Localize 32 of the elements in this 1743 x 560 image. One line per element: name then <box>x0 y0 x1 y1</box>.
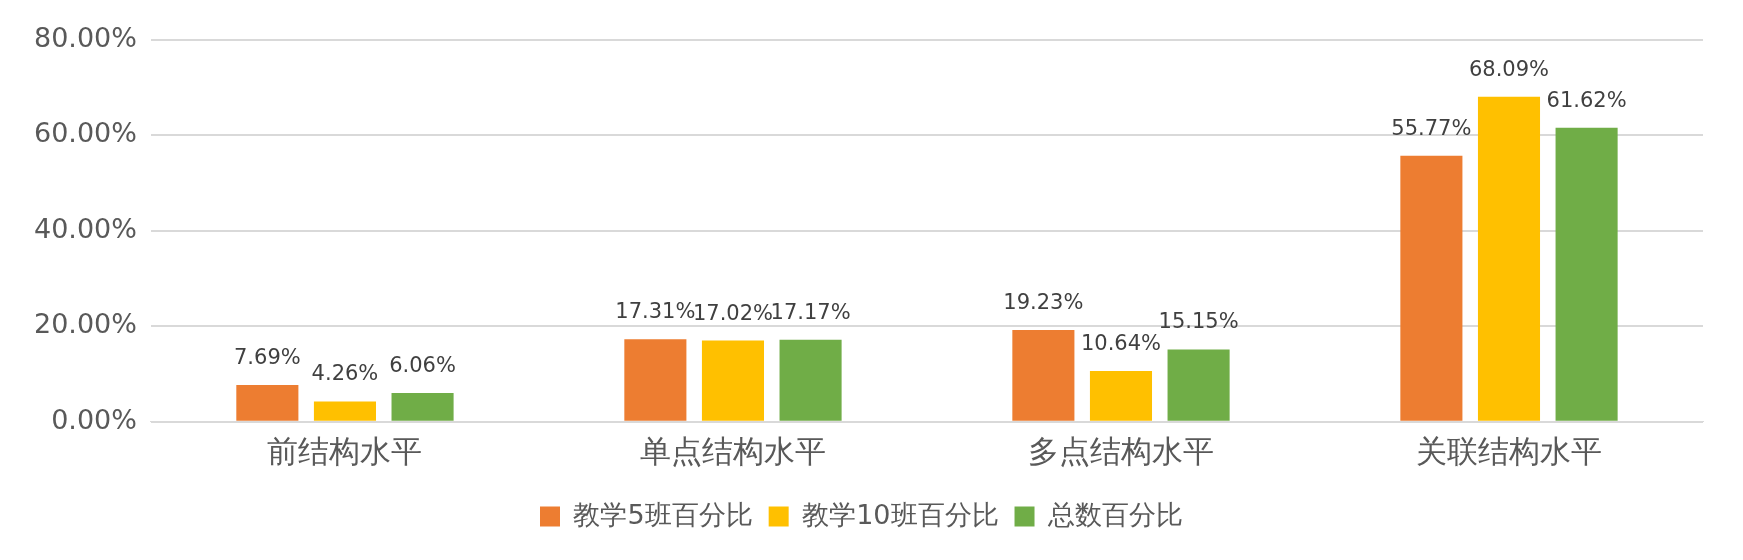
legend-label: 教学10班百分比 <box>802 498 999 530</box>
legend-label: 总数百分比 <box>1047 498 1184 530</box>
data-label: 19.23% <box>1003 289 1084 314</box>
y-tick-label: 0.00% <box>51 403 137 435</box>
data-label: 7.69% <box>233 345 301 370</box>
bar <box>313 401 376 421</box>
bar <box>779 339 842 421</box>
x-tick-label: 关联结构水平 <box>1415 433 1602 470</box>
bar <box>1400 155 1463 421</box>
y-tick-label: 20.00% <box>34 308 137 340</box>
bar <box>1167 349 1230 421</box>
bar <box>701 340 765 421</box>
bar <box>1089 371 1153 421</box>
legend-label: 教学5班百分比 <box>573 498 753 530</box>
x-tick-label: 单点结构水平 <box>639 433 826 470</box>
bar <box>1477 96 1541 421</box>
bar <box>391 392 454 421</box>
data-label: 17.31% <box>615 299 696 324</box>
bar <box>1012 330 1075 421</box>
bar <box>236 385 299 421</box>
data-label: 68.09% <box>1468 56 1550 81</box>
bar <box>624 339 687 421</box>
x-tick-label: 多点结构水平 <box>1027 433 1214 470</box>
x-tick-label: 前结构水平 <box>267 433 423 470</box>
y-tick-label: 80.00% <box>34 22 137 54</box>
y-tick-label: 40.00% <box>34 212 137 244</box>
data-label: 61.62% <box>1546 87 1627 112</box>
y-tick-label: 60.00% <box>34 117 137 149</box>
data-label: 6.06% <box>389 352 456 377</box>
data-label: 55.77% <box>1391 115 1472 140</box>
bar <box>1555 127 1618 421</box>
data-label: 4.26% <box>311 361 379 386</box>
